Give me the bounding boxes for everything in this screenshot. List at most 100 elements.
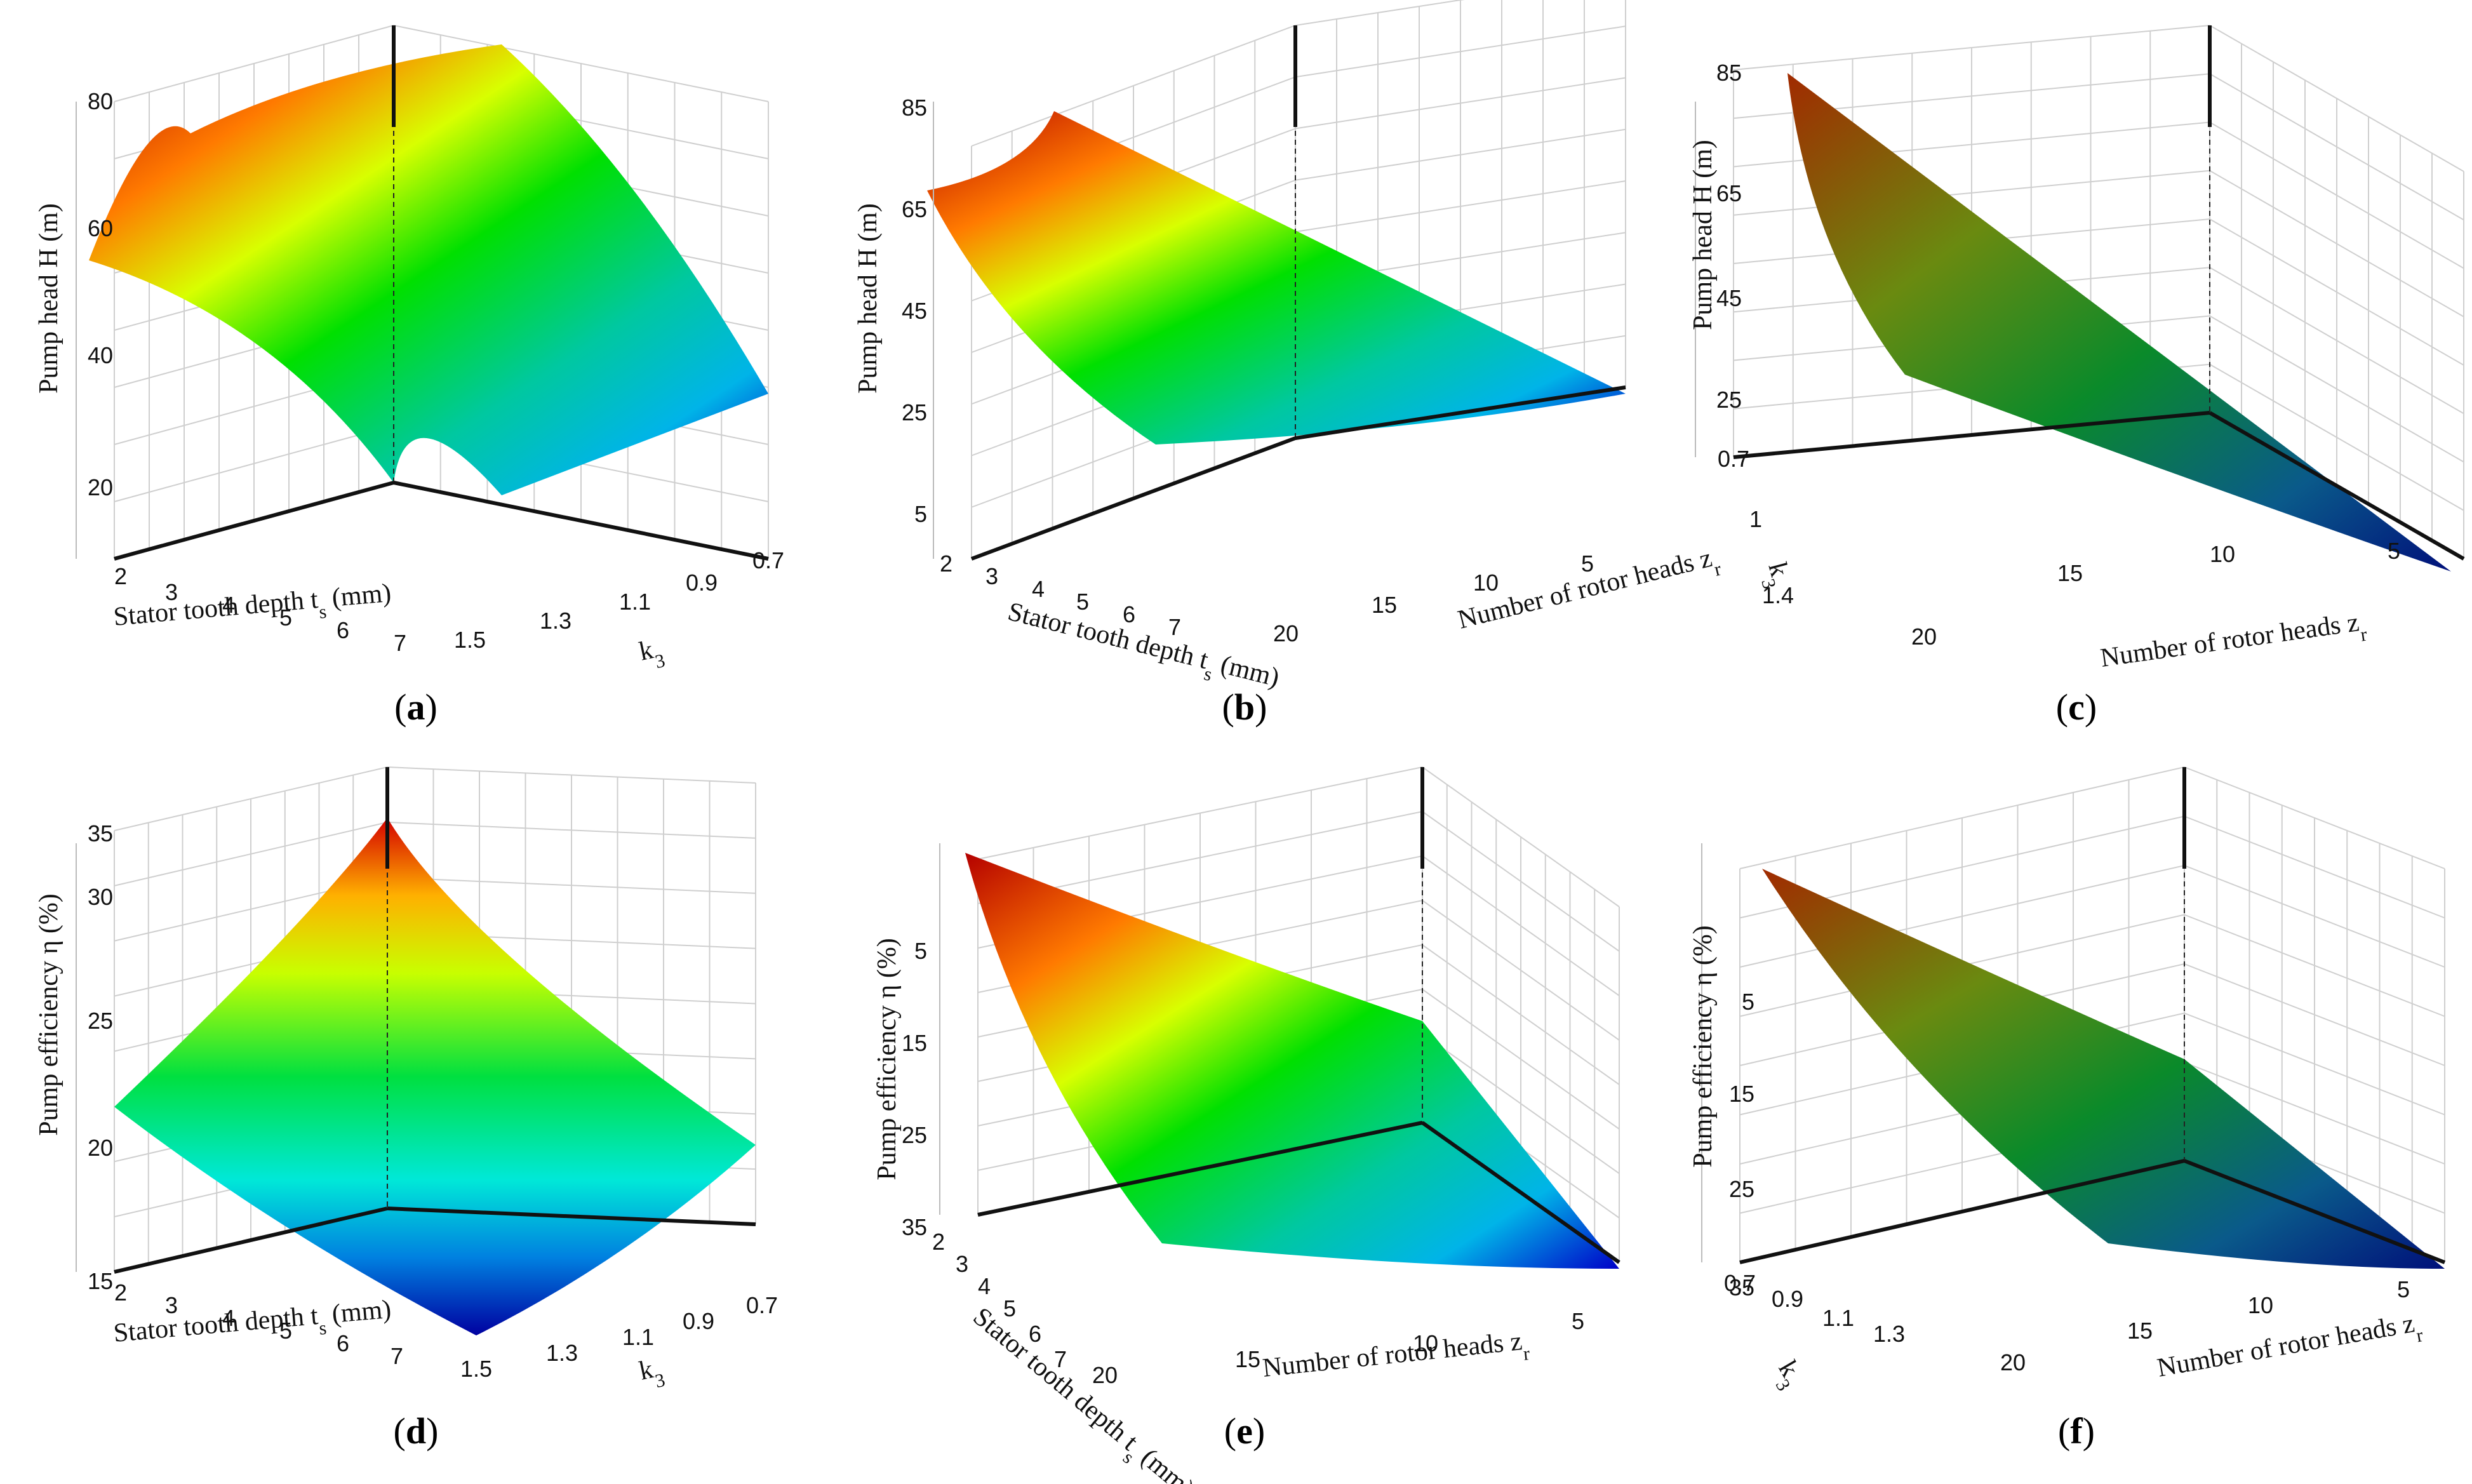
x-tick-label: 5 [1003,1295,1016,1321]
x-tick-label: 4 [1032,576,1045,602]
response-surface-f [1762,869,2445,1269]
response-surface-c [1787,73,2451,572]
response-surface-d [114,818,756,1335]
y-axis-line [393,481,769,561]
x-tick-label: 0.7 [1724,1270,1756,1296]
y-axis-label: Number of rotor heads zr [2155,1308,2424,1392]
y-tick-label: 5 [1572,1308,1584,1334]
y-axis-line [1295,385,1626,440]
x-tick-label: 5 [279,605,292,631]
y-tick-label: 20 [1092,1362,1118,1388]
z-tick-label: 85 [1716,60,1742,86]
caption-d: (d) [393,1410,439,1452]
x-axis-line [977,1121,1423,1217]
caption-c: (c) [2055,686,2097,728]
panel-d: 15 20 25 30 35 2 3 4 5 6 7 1.5 1.3 1.1 0.9 0.7 Pump effi… [0,742,825,1484]
x-tick-label: 0.9 [1772,1286,1803,1312]
axes [1739,767,2446,1264]
z-tick-label: 65 [902,196,927,222]
axes [114,25,769,561]
y-tick-label: 1.3 [540,608,571,634]
x-tick-label: 5 [1076,589,1089,615]
x-tick-label: 1.4 [1762,582,1794,608]
x-tick-label: 4 [978,1273,991,1299]
y-tick-label: 0.9 [683,1308,714,1334]
z-tick-label: 45 [1716,285,1742,311]
y-tick-label: 20 [2000,1349,2026,1375]
x-tick-label: 5 [279,1318,292,1344]
x-tick-label: 4 [222,1305,235,1331]
y-axis-line [2183,1159,2446,1264]
z-axis-label: Pump head H (m) [1688,140,1718,330]
x-axis-label: k3 [1765,1356,1810,1394]
x-axis-line [970,436,1297,561]
x-tick-label: 1.1 [1822,1305,1854,1331]
panel-a: 20 40 60 80 2 3 4 5 6 7 1.5 1.3 1.1 0.9 0.7 Pump head H… [0,0,825,742]
x-tick-label: 0.7 [1718,446,1749,472]
z-tick-label: 25 [1716,387,1742,413]
x-tick-label: 7 [1054,1346,1067,1372]
x-axis-label: Stator tooth depth ts (mm) [112,578,393,641]
z-tick-label: 65 [1716,180,1742,206]
x-axis-line [1733,411,2210,459]
z-tick-label: 25 [902,399,927,425]
caption-e: (e) [1224,1410,1266,1452]
x-tick-label: 4 [222,592,235,618]
x-tick-label: 7 [394,630,406,656]
z-tick-label: 5 [914,501,927,527]
z-tick-label: 25 [902,1122,927,1148]
y-tick-label: 10 [1473,570,1499,596]
x-tick-label: 2 [940,551,952,577]
z-tick-label: 5 [914,938,927,964]
axes [970,25,1626,561]
x-tick-label: 6 [337,617,349,643]
axes [114,767,756,1274]
z-axis-label: Pump head H (m) [853,203,883,394]
panel-c: 25 45 65 85 0.7 1 1.4 20 15 10 5 Pump head H (m) k3 N… [1651,0,2472,742]
x-tick-label: 7 [1168,614,1181,640]
z-tick-label: 15 [88,1268,113,1294]
y-axis-label: Number of rotor heads zr [2099,607,2368,681]
y-tick-label: 15 [2127,1318,2153,1344]
y-tick-label: 1.3 [546,1340,578,1366]
x-axis-line [114,1207,388,1274]
caption-d-letter: d [405,1410,427,1452]
y-tick-label: 0.7 [752,547,784,573]
caption-f: (f) [2058,1410,2095,1452]
response-surface-b [927,111,1626,445]
grid-walls [1733,25,2464,559]
x-tick-label: 6 [1123,601,1135,627]
y-axis-label: k3 [637,633,667,675]
y-tick-label: 1.5 [460,1356,492,1382]
y-tick-label: 5 [2388,538,2400,564]
caption-b-letter: b [1234,686,1255,728]
z-tick-label: 35 [1729,1274,1754,1300]
z-tick-label: 40 [88,342,113,368]
y-tick-label: 15 [2057,560,2083,586]
z-tick-label: 5 [1742,989,1754,1015]
y-axis-line [387,1207,756,1226]
z-tick-label: 60 [88,215,113,241]
x-axis-line [1739,1159,2185,1264]
y-tick-label: 20 [1273,620,1299,646]
y-tick-label: 10 [1413,1330,1438,1356]
y-axis-label: k3 [637,1353,667,1394]
z-axis-label: Pump efficiency η (%) [1688,925,1718,1168]
chart-d: 15 20 25 30 35 2 3 4 5 6 7 1.5 1.3 1.1 0.9 0.7 Pump effi… [34,766,778,1394]
caption-a-letter: a [406,686,425,728]
z-axis-label: Pump efficiency η (%) [872,938,902,1180]
y-tick-label: 15 [1235,1346,1260,1372]
z-tick-label: 20 [88,1135,113,1161]
y-tick-label: 15 [1372,592,1397,618]
x-tick-label: 2 [114,1280,127,1306]
caption-c-letter: c [2068,686,2085,728]
z-tick-label: 15 [1729,1081,1754,1107]
z-tick-label: 25 [1729,1176,1754,1202]
caption-e-letter: e [1236,1410,1253,1452]
x-tick-label: 1.3 [1873,1321,1905,1347]
z-tick-label: 20 [88,474,113,500]
x-axis-label: Stator tooth depth ts (mm) [112,1295,393,1357]
